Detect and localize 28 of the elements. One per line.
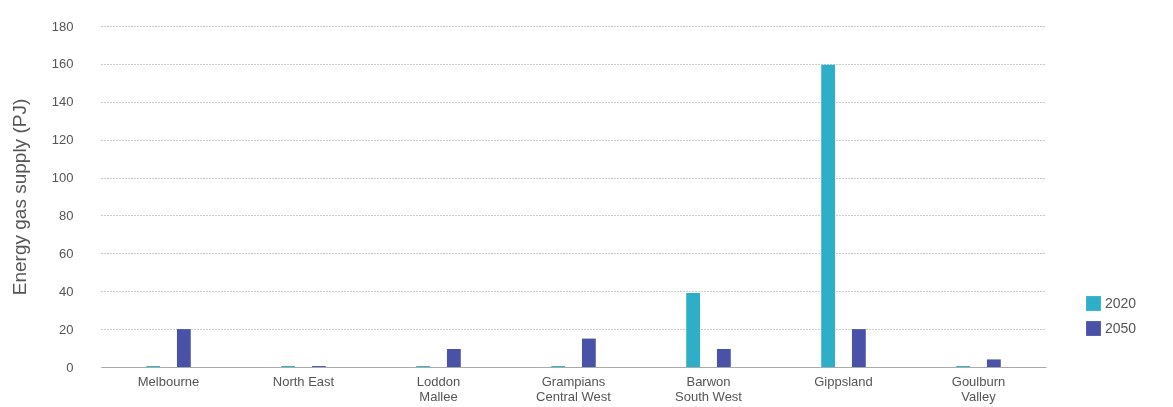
- bar: [821, 64, 836, 367]
- x-tick-label: Barwon South West: [675, 373, 743, 404]
- x-tick-label: Gippsland: [814, 373, 873, 389]
- legend-label: 2050: [1105, 319, 1137, 336]
- bar: [176, 329, 191, 367]
- y-tick-label: 40: [59, 283, 74, 299]
- y-tick-label: 0: [66, 359, 74, 375]
- y-tick-label: 140: [51, 94, 74, 110]
- bar: [686, 293, 701, 367]
- y-tick-label: 100: [51, 170, 74, 186]
- x-tick-label: Melbourne: [137, 373, 200, 389]
- bar: [716, 349, 731, 367]
- legend-label: 2020: [1105, 294, 1137, 311]
- y-tick-label: 160: [51, 56, 74, 72]
- y-tick-label: 180: [51, 18, 74, 34]
- bar: [986, 359, 1001, 367]
- y-tick-label: 60: [59, 245, 74, 261]
- x-tick-label: North East: [272, 373, 335, 389]
- y-tick-label: 80: [59, 207, 74, 223]
- x-tick-label: Grampians Central West: [536, 373, 612, 404]
- x-tick-label: Goulburn Valley: [951, 373, 1006, 404]
- bar: [851, 329, 866, 367]
- y-axis-title: Energy gas supply (PJ): [8, 98, 30, 296]
- y-tick-label: 20: [59, 321, 74, 337]
- y-tick-label: 120: [51, 132, 74, 148]
- bar: [446, 349, 461, 367]
- bar: [581, 338, 596, 367]
- x-tick-label: Loddon Mallee: [416, 373, 461, 404]
